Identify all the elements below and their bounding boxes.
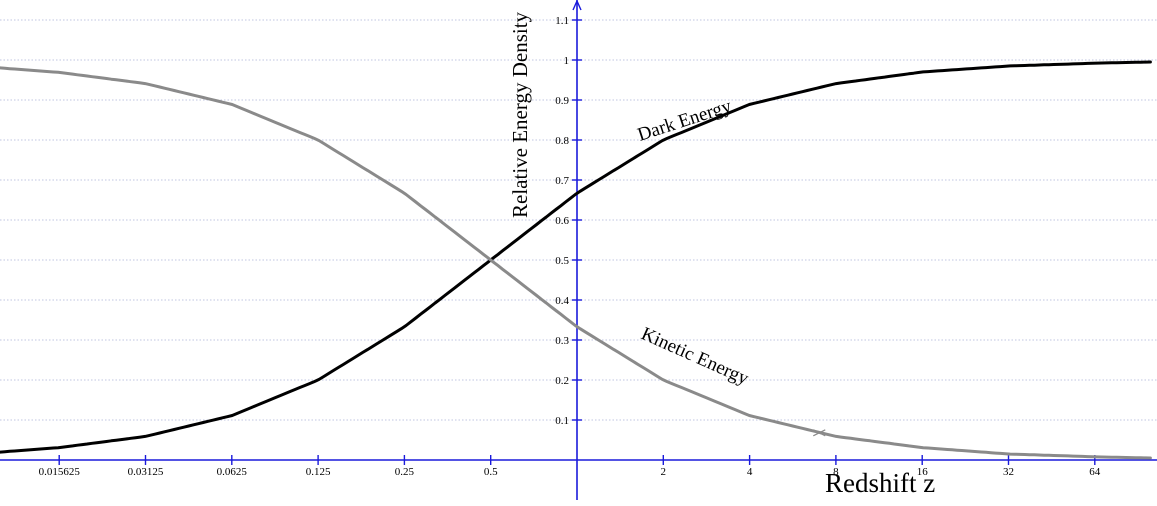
series-group bbox=[0, 60, 1152, 460]
y-tick-label: 0.9 bbox=[555, 95, 569, 107]
x-tick-label: 4 bbox=[747, 466, 753, 478]
dark-energy-curve-label: Dark Energy bbox=[635, 96, 734, 146]
y-tick-label: 0.4 bbox=[555, 295, 569, 307]
x-tick-label: 0.25 bbox=[395, 466, 415, 478]
y-axis-arrow bbox=[572, 0, 582, 11]
x-tick-label: 16 bbox=[917, 466, 929, 478]
y-tick-label: 0.6 bbox=[555, 215, 569, 227]
y-axis-title: Relative Energy Density bbox=[508, 11, 532, 218]
y-tick-label: 0.5 bbox=[555, 255, 569, 267]
x-tick-label: 0.0625 bbox=[217, 466, 248, 478]
tick-marks bbox=[58, 19, 1096, 465]
kinetic-point-marker bbox=[813, 429, 826, 437]
x-tick-label: 0.015625 bbox=[39, 466, 81, 478]
y-tick-label: 1.1 bbox=[555, 15, 569, 27]
x-tick-label: 32 bbox=[1003, 466, 1014, 478]
kinetic-energy-curve bbox=[0, 66, 1152, 460]
x-axis-title: Redshift z bbox=[825, 468, 935, 498]
dark-energy-curve bbox=[0, 60, 1152, 454]
x-tick-label: 64 bbox=[1089, 466, 1101, 478]
y-tick-label: 0.7 bbox=[555, 175, 569, 187]
y-tick-label: 0.8 bbox=[555, 135, 569, 147]
y-tick-label: 0.1 bbox=[555, 415, 569, 427]
x-tick-label: 0.125 bbox=[306, 466, 331, 478]
x-tick-label: 8 bbox=[833, 466, 839, 478]
x-tick-label: 0.03125 bbox=[128, 466, 164, 478]
y-tick-label: 1 bbox=[564, 55, 570, 67]
x-tick-label: 0.5 bbox=[484, 466, 498, 478]
x-tick-label: 2 bbox=[661, 466, 667, 478]
y-tick-label: 0.2 bbox=[555, 375, 569, 387]
tick-labels: 0.1 0.2 0.3 0.4 0.5 0.6 0.7 0.8 0.9 1 1.1 0.015625 0… bbox=[39, 15, 1101, 478]
y-tick-label: 0.3 bbox=[555, 335, 569, 347]
